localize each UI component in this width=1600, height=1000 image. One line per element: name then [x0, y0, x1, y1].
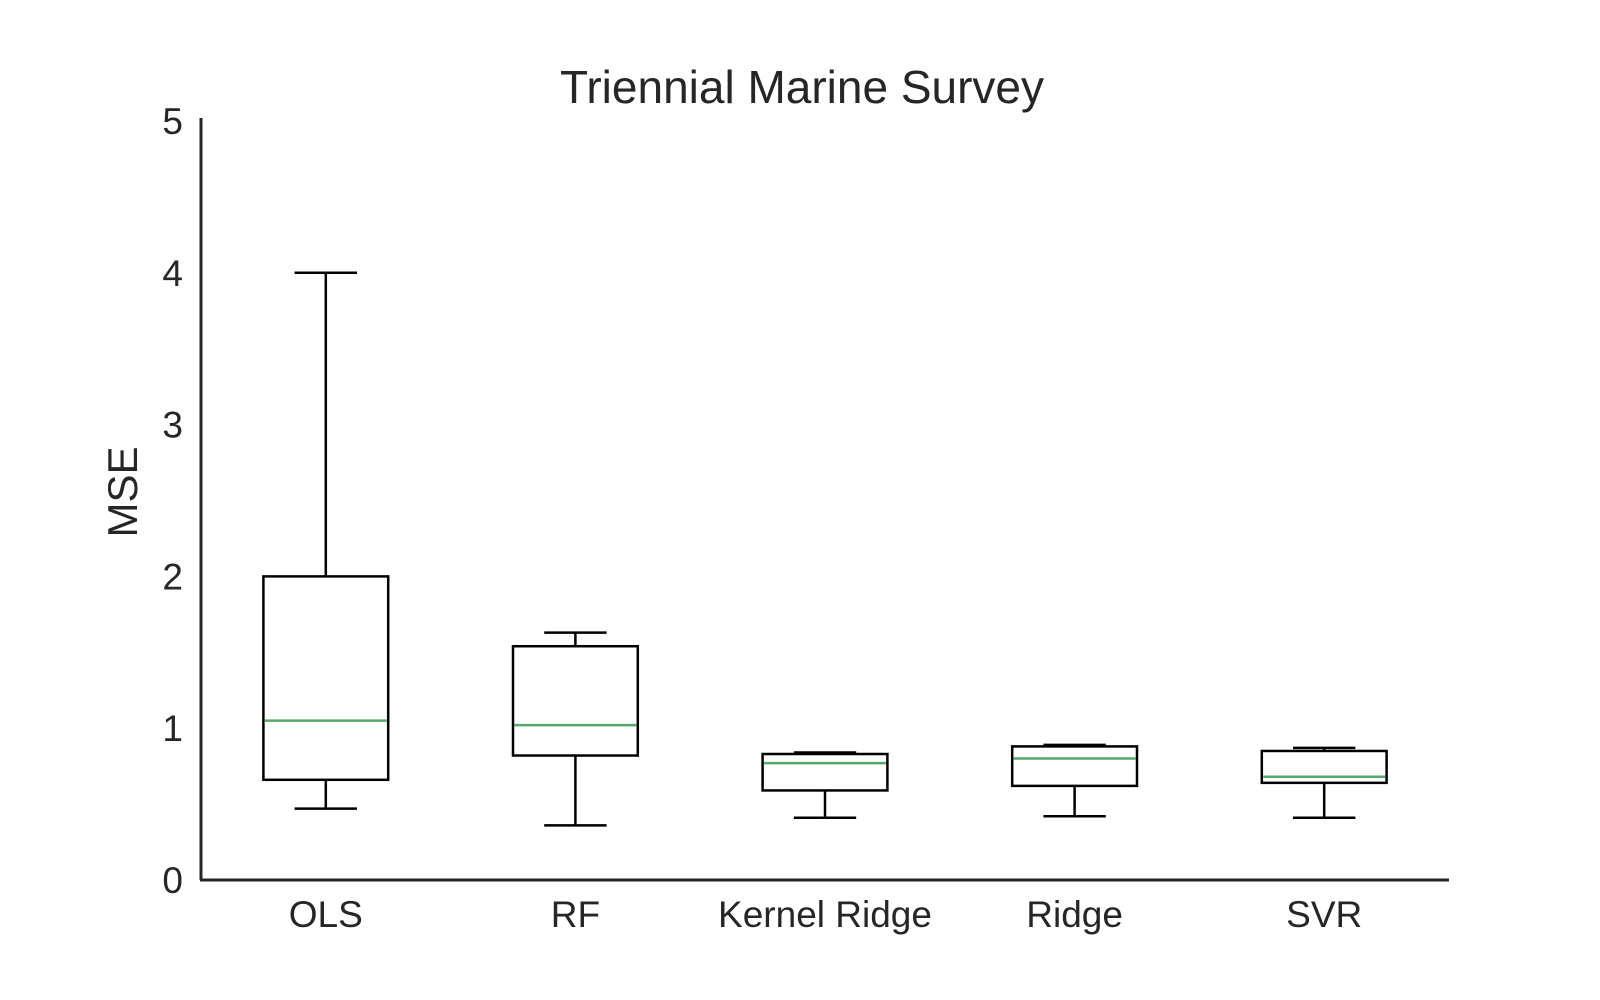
box-group — [1260, 746, 1388, 820]
box-group — [511, 631, 640, 827]
box-group — [262, 271, 390, 810]
x-tick-labels: OLS RF Kernel Ridge Ridge SVR — [289, 894, 1362, 935]
iqr-box — [761, 752, 889, 792]
x-tick-label: RF — [551, 894, 600, 935]
y-tick-label: 3 — [162, 405, 183, 446]
y-tick-labels: 0 1 2 3 4 5 — [162, 101, 183, 901]
iqr-box — [1010, 745, 1139, 788]
iqr-box — [262, 575, 390, 782]
y-tick-label: 2 — [162, 556, 183, 597]
x-tick-label: Ridge — [1026, 894, 1123, 935]
box-group — [761, 751, 889, 820]
x-tick-label: SVR — [1286, 894, 1362, 935]
x-tick-label: OLS — [289, 894, 363, 935]
chart-title: Triennial Marine Survey — [560, 61, 1044, 113]
y-tick-label: 1 — [162, 708, 183, 749]
y-tick-label: 0 — [162, 860, 183, 901]
iqr-box — [511, 644, 640, 757]
y-tick-label: 4 — [162, 253, 183, 294]
x-tick-label: Kernel Ridge — [718, 894, 932, 935]
boxes — [262, 271, 1388, 827]
iqr-box — [1260, 749, 1388, 785]
y-tick-label: 5 — [162, 101, 183, 142]
y-axis-label: MSE — [99, 446, 146, 537]
box-group — [1010, 743, 1139, 818]
